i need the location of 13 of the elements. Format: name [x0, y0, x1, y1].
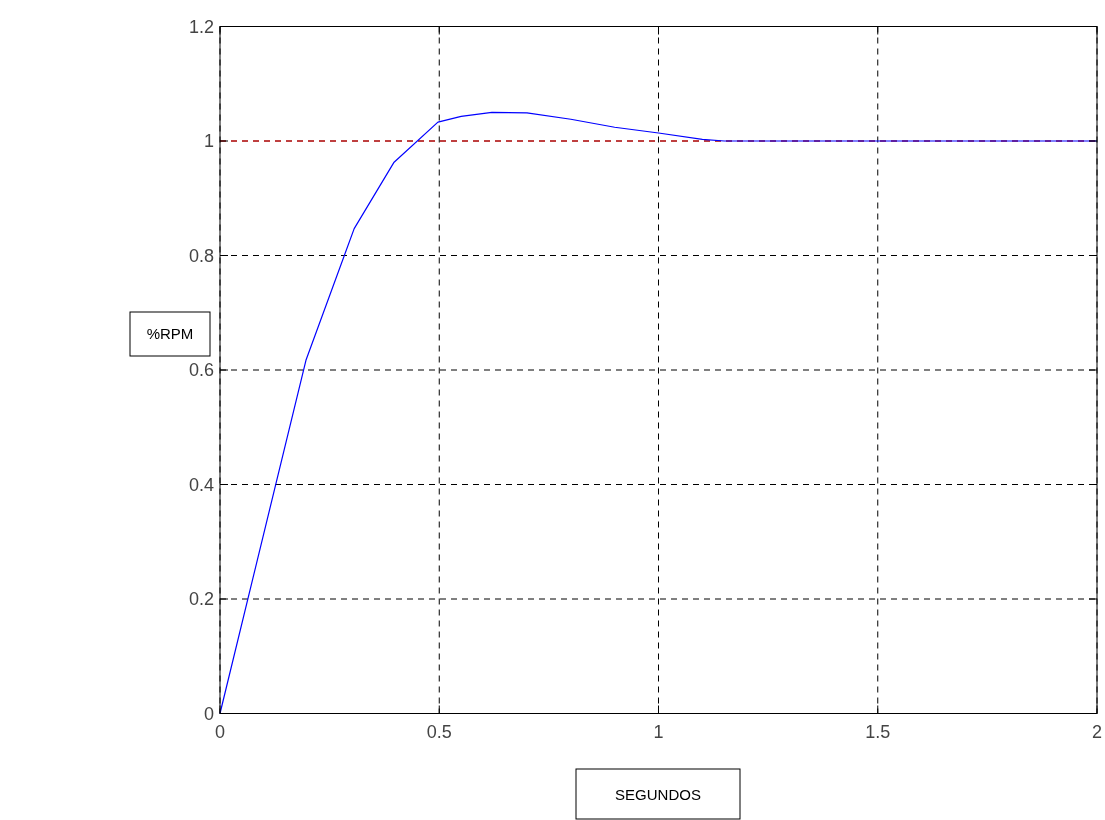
x-tick-label: 1.5: [865, 721, 891, 742]
x-tick-label: 2: [1091, 721, 1103, 742]
y-tick-label: 0.2: [188, 589, 214, 609]
x-axis-title: SEGUNDOS: [615, 786, 701, 803]
x-tick-label: 0.5: [426, 721, 452, 742]
y-axis-title: %RPM: [146, 325, 194, 342]
y-tick-label: 0.4: [188, 474, 214, 495]
y-tick-label: 1.2: [188, 16, 214, 37]
x-tick-label: 1: [653, 721, 664, 742]
y-tick-label: 0: [203, 703, 214, 724]
y-tick-label: 0.8: [188, 245, 214, 266]
y-tick-label: 1: [203, 131, 214, 151]
y-tick-label: 0.6: [188, 360, 214, 380]
